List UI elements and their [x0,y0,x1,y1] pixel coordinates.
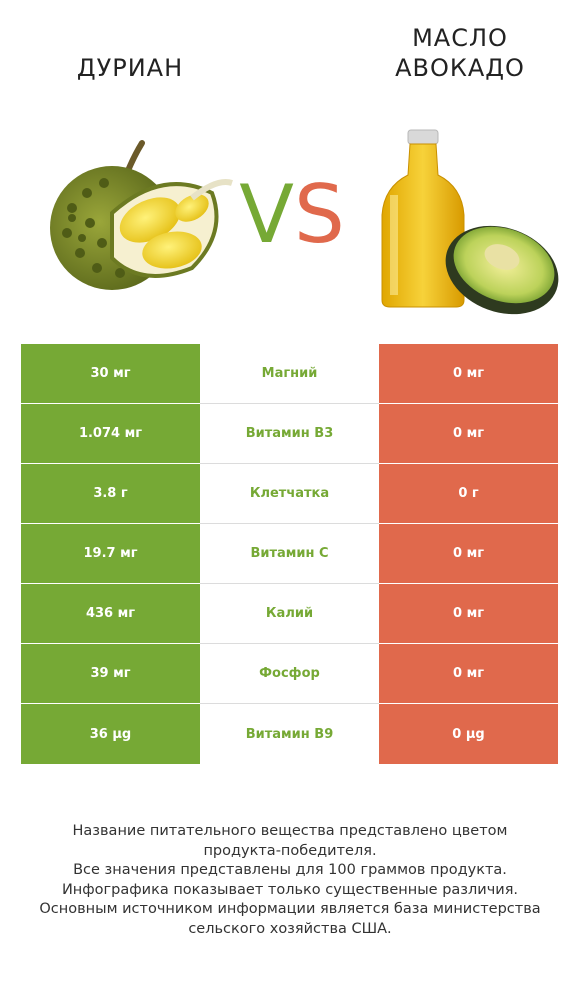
right-title-line1: МАСЛО [412,24,508,52]
avocado-oil-value: 0 мг [379,524,558,584]
durian-value: 19.7 мг [21,524,200,584]
footer-line: продукта-победителя. [203,842,377,859]
versus-s: S [293,168,345,261]
versus-v: V [239,168,294,261]
left-title-text: ДУРИАН [76,54,184,82]
avocado-oil-value: 0 г [379,464,558,524]
nutrient-name: Витамин C [200,524,379,584]
nutrient-name: Магний [200,344,379,404]
nutrient-name: Клетчатка [200,464,379,524]
versus-label: VS [222,160,362,270]
durian-image [42,138,242,298]
avocado-oil-image [380,125,565,315]
footer-line: Основным источником информации является … [39,901,541,917]
durian-value: 30 мг [21,344,200,404]
avocado-oil-value: 0 мг [379,344,558,404]
right-product-title: МАСЛО АВОКАДО [360,23,560,83]
table-row: 39 мг Фосфор 0 мг [21,644,558,704]
table-row: 36 µg Витамин B9 0 µg [21,704,558,764]
footer-line: Инфографика показывает только существенн… [61,881,519,898]
footer-line: сельского хозяйства США. [188,920,392,937]
footer-notes: Название питательного вещества представл… [20,822,560,939]
table-row: 3.8 г Клетчатка 0 г [21,464,558,524]
nutrient-name: Витамин B3 [200,404,379,464]
durian-value: 436 мг [21,584,200,644]
nutrient-name: Калий [200,584,379,644]
left-product-title: ДУРИАН [30,53,230,83]
table-row: 19.7 мг Витамин C 0 мг [21,524,558,584]
footer-line: Все значения представлены для 100 граммо… [73,862,507,878]
table-row: 30 мг Магний 0 мг [21,344,558,404]
avocado-oil-value: 0 мг [379,644,558,704]
right-title-line2: АВОКАДО [395,54,525,82]
avocado-oil-value: 0 мг [379,404,558,464]
avocado-oil-value: 0 мг [379,584,558,644]
nutrient-name: Фосфор [200,644,379,704]
nutrient-name: Витамин B9 [200,704,379,764]
durian-value: 3.8 г [21,464,200,524]
table-row: 436 мг Калий 0 мг [21,584,558,644]
table-row: 1.074 мг Витамин B3 0 мг [21,404,558,464]
durian-value: 1.074 мг [21,404,200,464]
footer-line: Название питательного вещества представл… [72,823,508,839]
avocado-oil-value: 0 µg [379,704,558,764]
durian-value: 39 мг [21,644,200,704]
comparison-table: 30 мг Магний 0 мг 1.074 мг Витамин B3 0 … [21,344,558,764]
durian-value: 36 µg [21,704,200,764]
